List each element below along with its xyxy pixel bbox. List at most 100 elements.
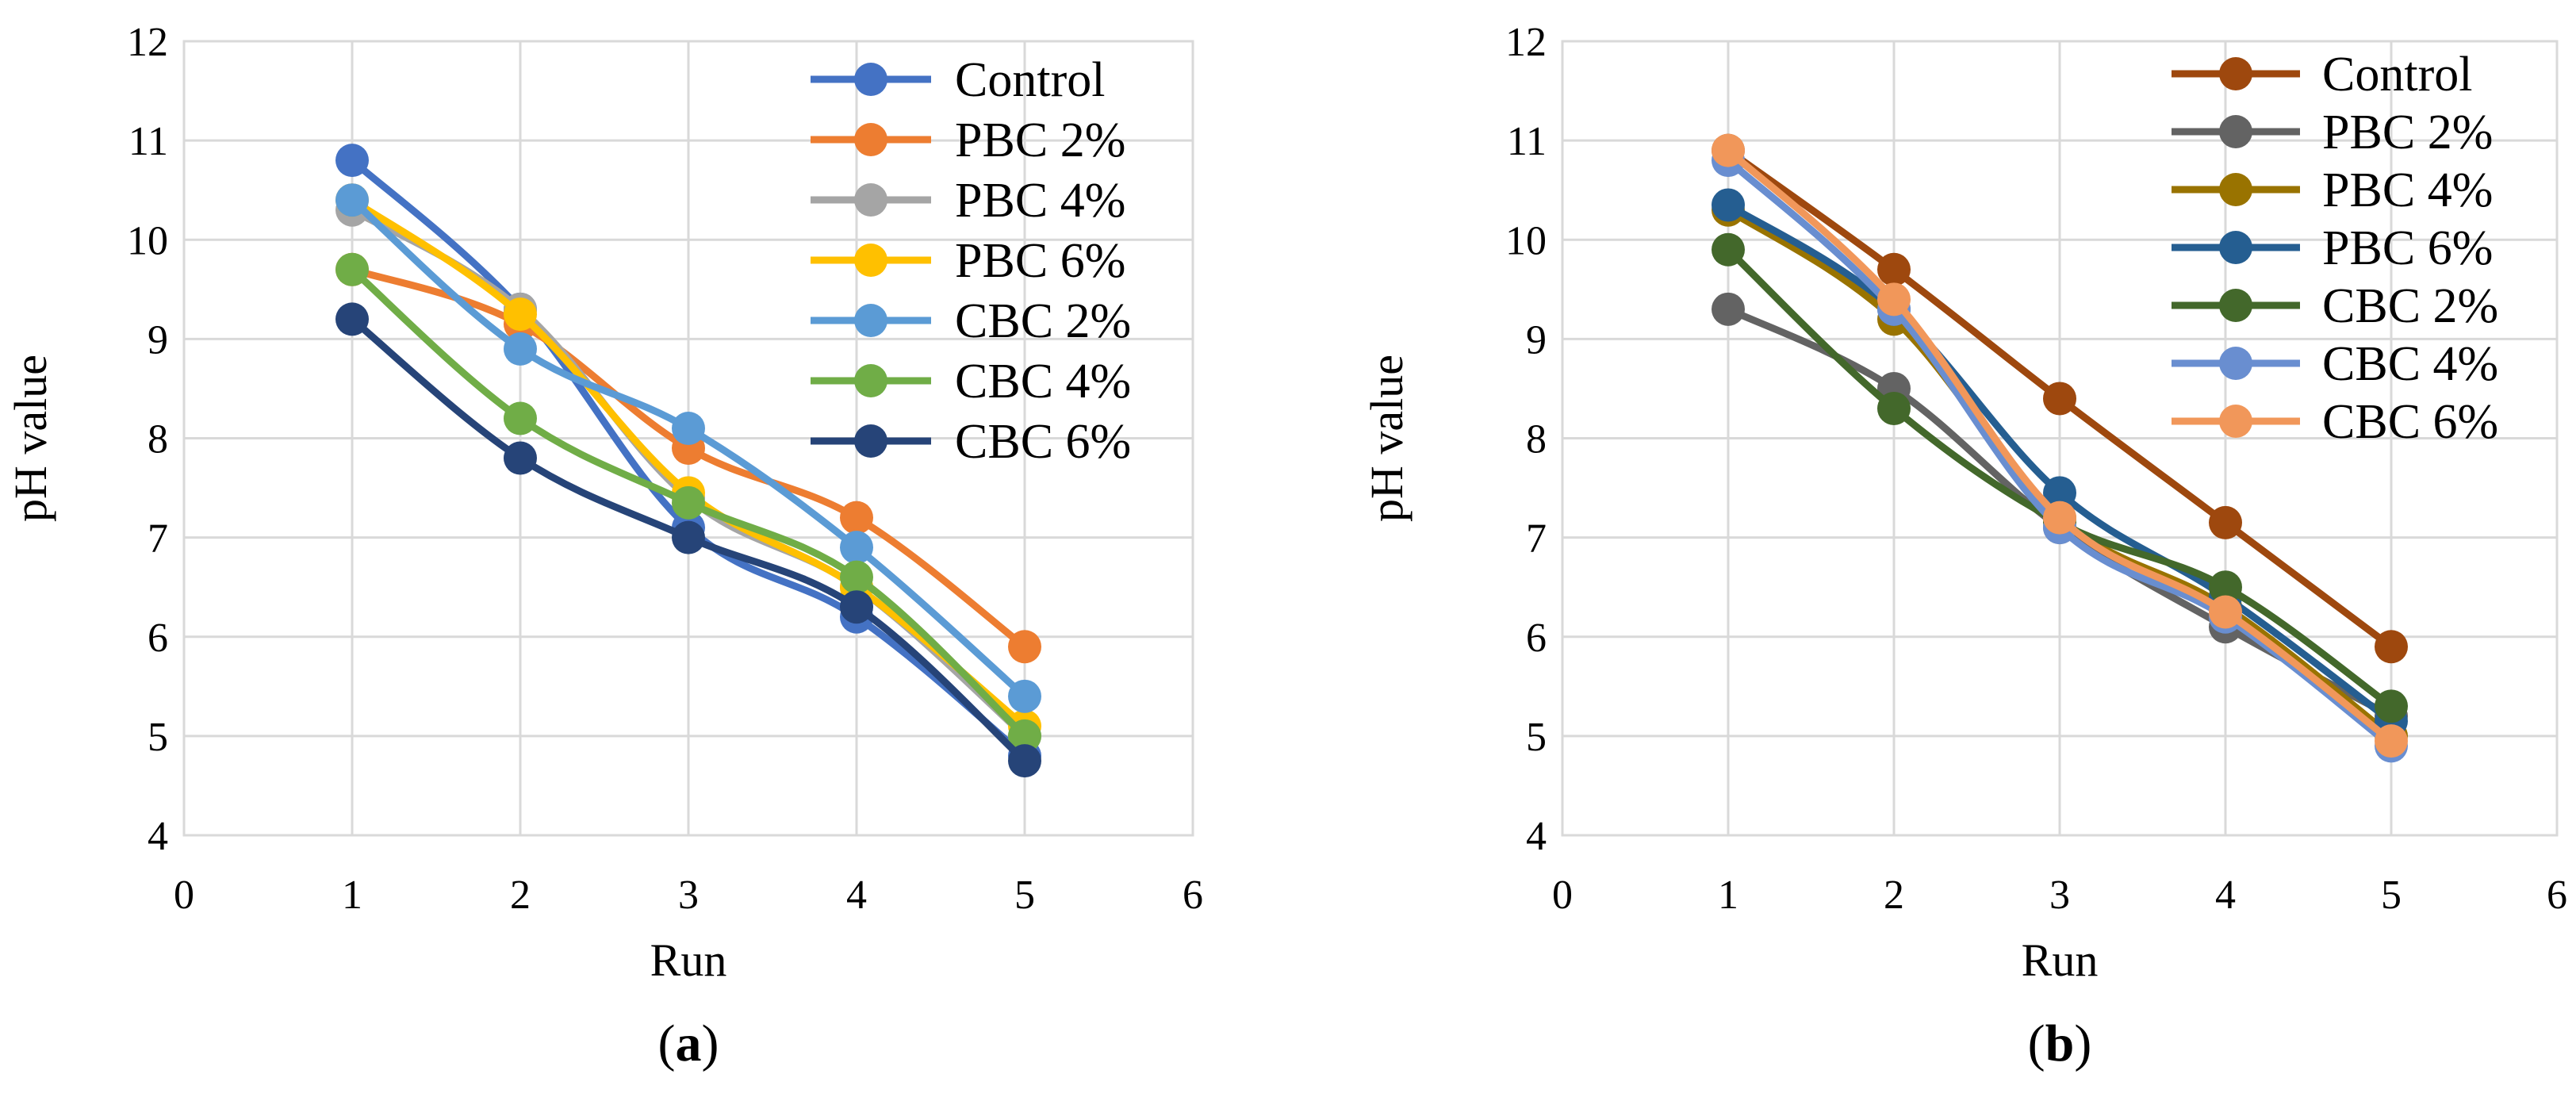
panel-a-legend-marker	[854, 183, 887, 217]
panel-a-data-point	[1008, 630, 1041, 664]
panel-a-xtick-label: 1	[342, 873, 362, 918]
panel-b-data-point	[2043, 476, 2076, 510]
panel-b-data-point	[2209, 570, 2242, 604]
panel-b-ytick-label: 10	[1505, 218, 1547, 263]
panel-a-y-axis-title: pH value	[5, 355, 56, 522]
panel-a-legend-label: Control	[955, 53, 1105, 107]
panel-a-legend-marker	[854, 364, 887, 397]
panel-a-caption-close: )	[702, 1015, 719, 1072]
panel-a-data-point	[840, 531, 873, 565]
panel-b-caption-close: )	[2074, 1015, 2091, 1072]
panel-a-data-point	[504, 441, 537, 475]
panel-a-series-5	[335, 252, 1041, 753]
panel-a-data-point	[840, 501, 873, 535]
panel-b-legend-label: CBC 6%	[2322, 395, 2498, 449]
panel-a-legend-marker	[854, 304, 887, 337]
panel-a-data-point	[672, 520, 705, 554]
panel-b-xtick-label: 4	[2215, 873, 2236, 918]
panel-b-series-6	[1712, 133, 2408, 758]
panel-b-ytick-label: 7	[1526, 516, 1547, 562]
panel-b-data-point	[2043, 382, 2076, 416]
panel-a-ytick-label: 10	[127, 218, 168, 263]
panel-a-legend-marker	[854, 63, 887, 96]
panel-a-data-point	[672, 411, 705, 445]
panel-a-xtick-label: 0	[174, 873, 194, 918]
panel-b-data-point	[1712, 232, 1745, 267]
panel-b-data-point	[2375, 689, 2408, 723]
panel-a-ytick-label: 8	[148, 417, 168, 462]
panel-a-legend-marker	[854, 424, 887, 458]
panel-b-ytick-label: 6	[1526, 616, 1547, 661]
panel-a-legend-label: CBC 6%	[955, 415, 1131, 469]
panel-b-data-point	[2375, 724, 2408, 758]
panel-a-data-point	[335, 252, 369, 286]
panel-b-caption: (b)	[2028, 1015, 2092, 1072]
panel-a-ytick-label: 11	[128, 119, 168, 164]
panel-a-data-point	[504, 297, 537, 332]
panel-a-data-point	[504, 332, 537, 366]
panel-b-legend-label: CBC 2%	[2322, 279, 2498, 333]
panel-b-data-point	[2375, 630, 2408, 664]
panel-b-caption-letter: b	[2045, 1015, 2075, 1072]
panel-a-x-axis-title: Run	[650, 934, 727, 986]
panel-b-legend-label: PBC 6%	[2322, 221, 2493, 275]
panel-b-xtick-label: 0	[1552, 873, 1573, 918]
panel-a-xtick-label: 6	[1183, 873, 1203, 918]
panel-b-caption-open: (	[2028, 1015, 2045, 1072]
panel-a-data-point	[335, 183, 369, 217]
panel-b-xtick-label: 2	[1884, 873, 1904, 918]
panel-a-data-point	[1008, 679, 1041, 713]
panel-b-ytick-label: 8	[1526, 417, 1547, 462]
panel-a-caption: (a)	[658, 1015, 719, 1072]
panel-b-data-point	[2209, 505, 2242, 539]
panel-a-legend-label: PBC 2%	[955, 113, 1125, 167]
panel-b-data-point	[2209, 595, 2242, 629]
panel-a-legend-label: CBC 4%	[955, 355, 1131, 409]
panel-b-ytick-label: 11	[1507, 119, 1547, 164]
panel-a-caption-open: (	[658, 1015, 676, 1072]
panel-a-xtick-label: 2	[510, 873, 531, 918]
panel-a-ytick-label: 6	[148, 616, 168, 661]
panel-b-ytick-label: 4	[1526, 814, 1547, 859]
panel-b-data-point	[2043, 501, 2076, 535]
panel-a-plot-area	[182, 40, 1194, 837]
panel-b-plot-area	[1561, 40, 2559, 837]
panel-b-data-point	[1877, 391, 1911, 425]
panel-b-legend-marker	[2219, 115, 2252, 148]
panel-a-legend-label: CBC 2%	[955, 294, 1131, 348]
panel-a-ytick-label: 12	[127, 20, 168, 65]
panel-b-legend-label: Control	[2322, 48, 2472, 102]
panel-b-legend-label: PBC 4%	[2322, 163, 2493, 217]
panel-a-caption-letter: a	[676, 1015, 702, 1072]
panel-b-legend-marker	[2219, 405, 2252, 438]
panel-a-ytick-label: 5	[148, 715, 168, 760]
panel-b-x-axis-title: Run	[2022, 934, 2099, 986]
panel-b-xtick-label: 3	[2049, 873, 2070, 918]
panel-a-data-point	[335, 302, 369, 336]
panel-b-ytick-label: 5	[1526, 715, 1547, 760]
panel-a-data-point	[840, 560, 873, 594]
panel-a-legend: Control PBC 2% PBC 4% PBC 6% CBC 2% CBC 4% CBC…	[811, 53, 1131, 469]
panel-a-data-point	[1008, 719, 1041, 753]
panel-b-data-point	[1877, 282, 1911, 316]
panel-a-data-point	[1008, 744, 1041, 778]
panel-a-xtick-label: 5	[1014, 873, 1035, 918]
panel-a-series-4	[335, 183, 1041, 713]
panel-b-ytick-label: 12	[1505, 20, 1547, 65]
panel-a-data-point	[335, 144, 369, 178]
panel-b-legend-label: PBC 2%	[2322, 105, 2493, 159]
panel-b-xtick-label: 6	[2547, 873, 2567, 918]
panel-a-legend-label: PBC 6%	[955, 234, 1125, 288]
panel-a-xtick-label: 4	[846, 873, 867, 918]
panel-a-data-point	[672, 485, 705, 520]
panel-b-legend-marker	[2219, 173, 2252, 206]
panel-b-ytick-label: 9	[1526, 317, 1547, 363]
panel-b-data-point	[1712, 188, 1745, 222]
panel-b-data-point	[1712, 292, 1745, 326]
panel-b-xtick-label: 5	[2381, 873, 2402, 918]
panel-b-legend-marker	[2219, 231, 2252, 264]
panel-a-series-6	[335, 302, 1041, 778]
